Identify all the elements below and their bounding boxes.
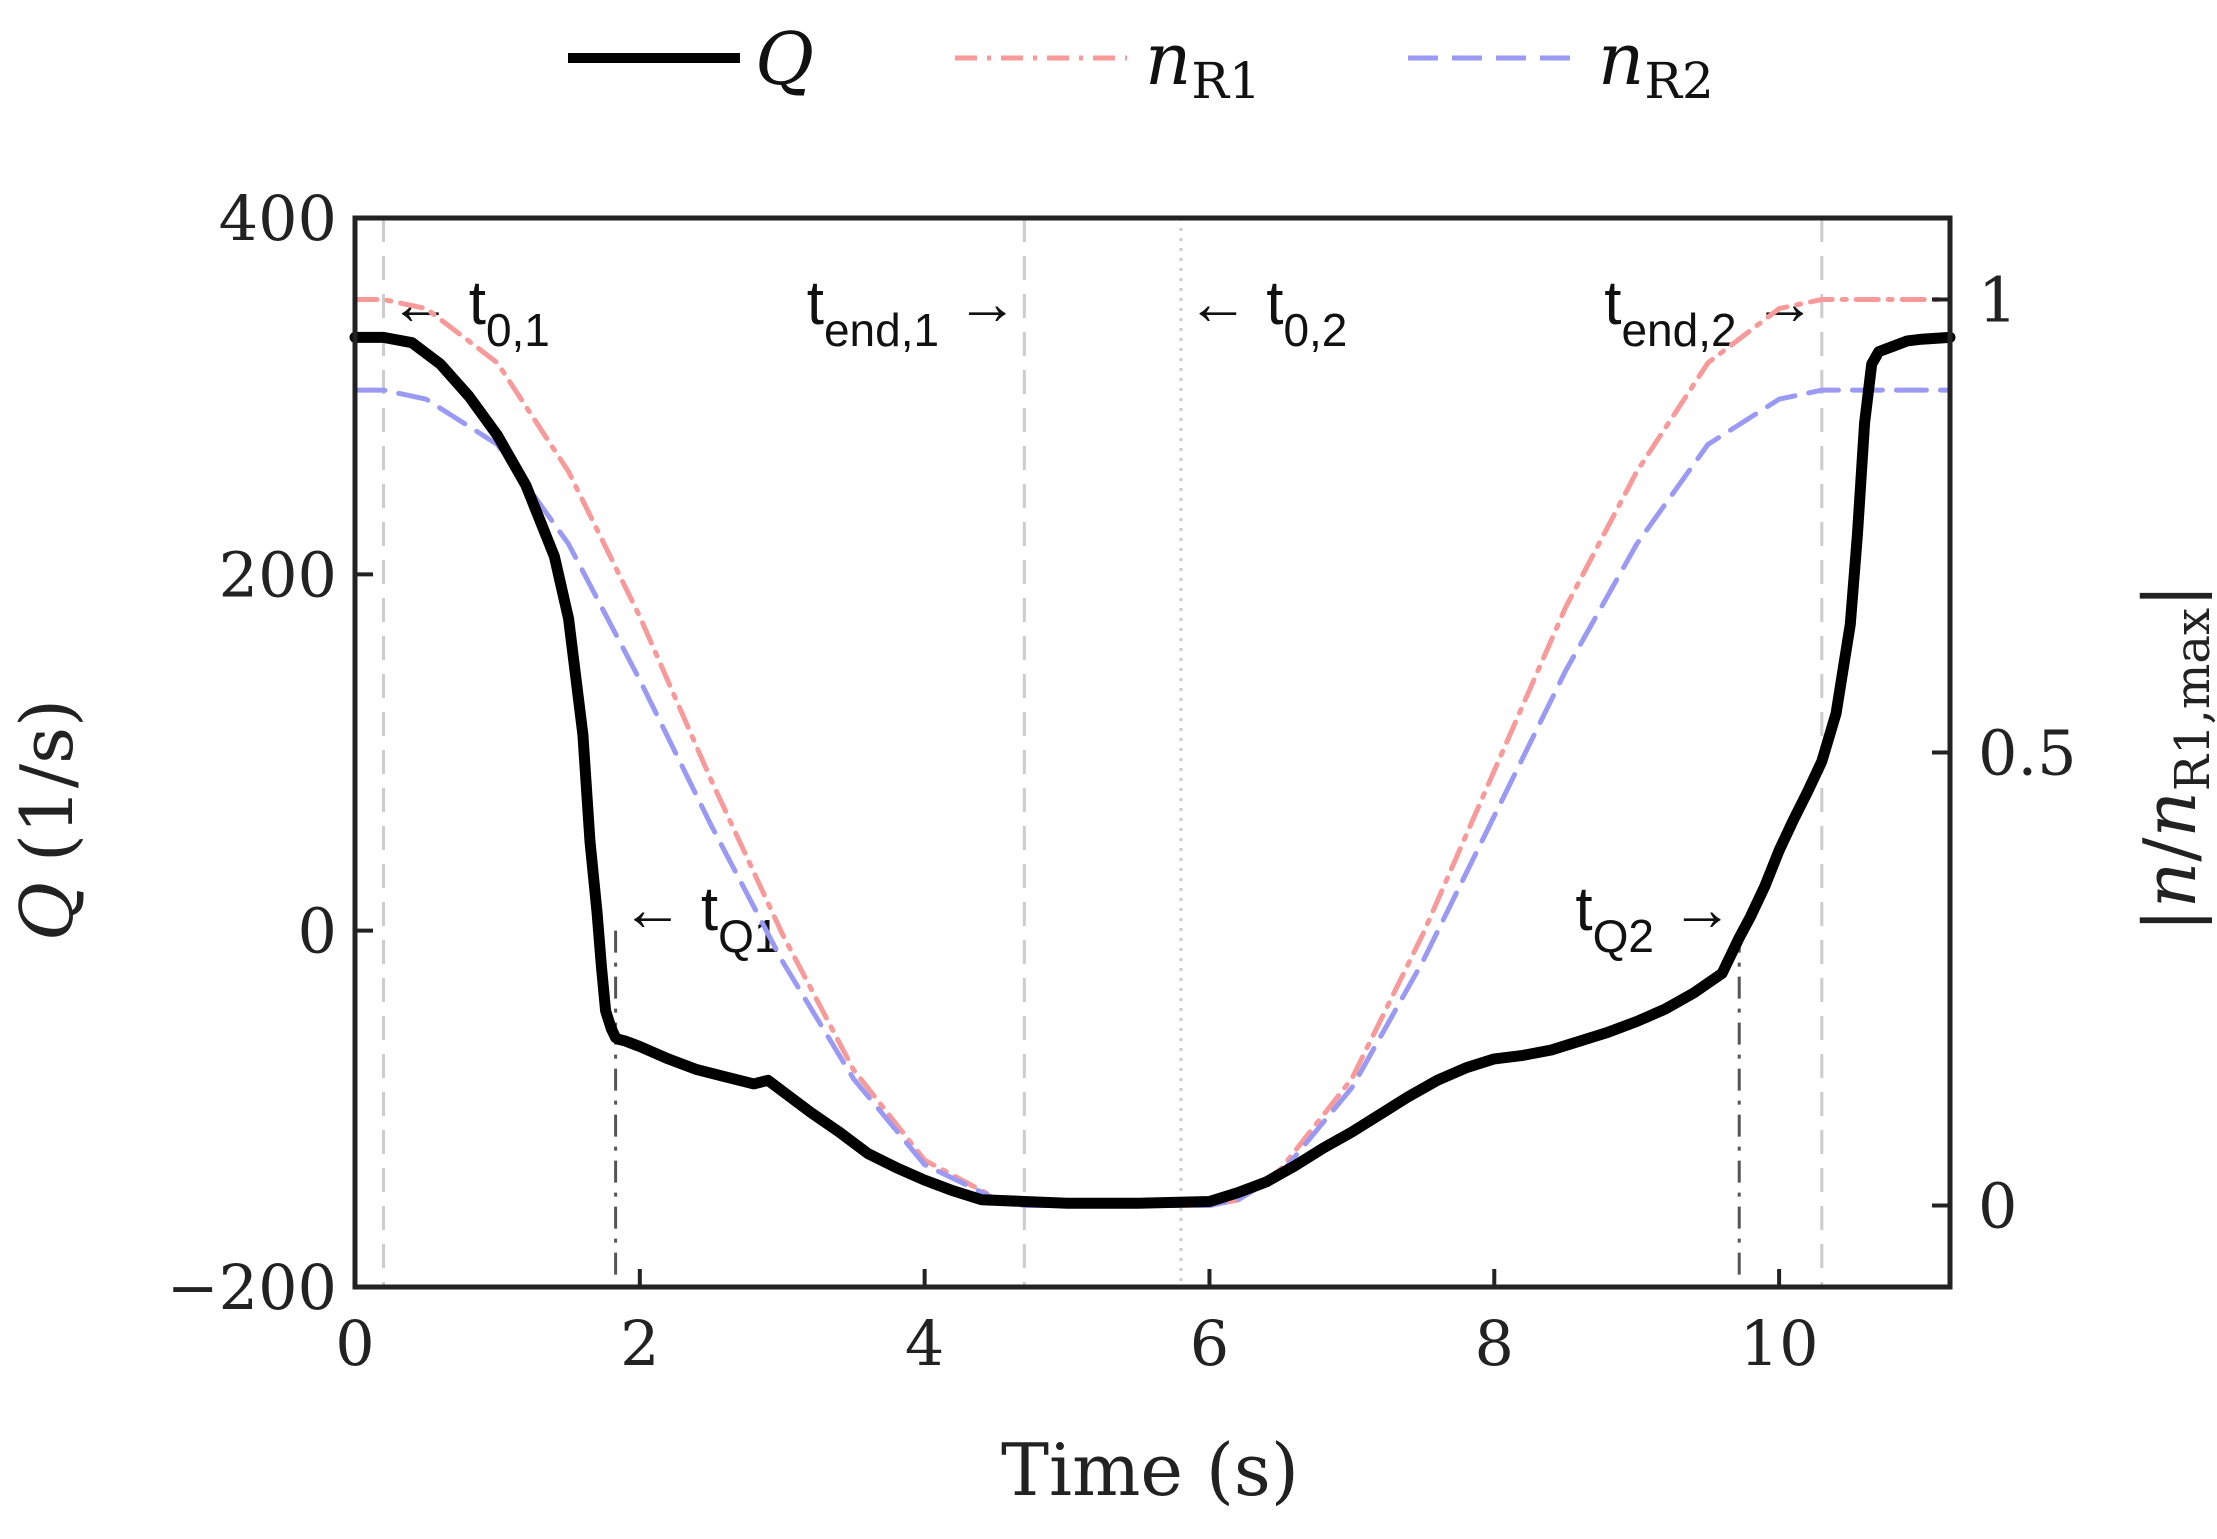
x-tick-label-5: 10 bbox=[1740, 1307, 1819, 1380]
marker-arrow-t02: ← bbox=[1187, 269, 1266, 338]
marker-t-tQ2: t bbox=[1575, 875, 1592, 944]
y2-axis-label-sub: R1,max bbox=[2165, 608, 2217, 791]
marker-label-tend1: tend,1 → bbox=[807, 269, 1019, 356]
marker-arrow-tQ1: ← bbox=[622, 875, 701, 944]
marker-t-t02: t bbox=[1266, 269, 1283, 338]
legend-label-nr1-main: n bbox=[1145, 17, 1191, 101]
series-nr1 bbox=[352, 297, 1953, 1208]
legend-label-nr1-sub: R1 bbox=[1191, 52, 1260, 110]
x-tick-label-4: 8 bbox=[1475, 1307, 1514, 1380]
marker-layer: ← t0,1 tend,1 → ← t0,2 tend,2 →← tQ1 tQ2 → bbox=[381, 218, 1824, 1287]
y-axis-label: Q (1/s) bbox=[5, 699, 89, 941]
y2-axis-label-n: n bbox=[2128, 862, 2212, 908]
legend-label-nr2-sub: R2 bbox=[1644, 52, 1713, 110]
y-axis-label-unit: (1/s) bbox=[5, 699, 89, 862]
legend: Q nR1 nR2 bbox=[568, 17, 1714, 110]
marker-sub-tend2: end,2 bbox=[1621, 304, 1736, 356]
marker-t-tend2: t bbox=[1604, 269, 1621, 338]
marker-sub-tend1: end,1 bbox=[824, 304, 939, 356]
marker-sub-tQ2: Q2 bbox=[1593, 910, 1654, 962]
marker-label-tend2: tend,2 → bbox=[1604, 269, 1816, 356]
x-axis-label: Time (s) bbox=[1001, 1428, 1299, 1512]
y2-tick-label-2: 1 bbox=[1978, 264, 2017, 337]
y2-tick-label-1: 0.5 bbox=[1978, 717, 2077, 790]
marker-arrow-tend2: → bbox=[1737, 269, 1816, 338]
series-layer bbox=[349, 297, 1956, 1209]
y2-axis-label: |n/nR1,max| bbox=[2128, 584, 2217, 933]
plot-frame bbox=[352, 215, 1953, 1290]
y-tick-label-2: 200 bbox=[219, 538, 337, 611]
x-tick-label-2: 4 bbox=[905, 1307, 944, 1380]
marker-t-t01: t bbox=[469, 269, 486, 338]
x-tick-label-3: 6 bbox=[1190, 1307, 1229, 1380]
legend-label-q: Q bbox=[755, 17, 814, 101]
marker-sub-t01: 0,1 bbox=[486, 304, 550, 356]
series-nr2 bbox=[352, 387, 1953, 1208]
y2-axis-label-prefix: | bbox=[2128, 908, 2212, 932]
y2-axis-label-slash: / bbox=[2128, 837, 2212, 862]
y2-axis-label-n2: n bbox=[2128, 791, 2212, 837]
y2-tick-label-0: 0 bbox=[1978, 1169, 2017, 1242]
marker-arrow-tend1: → bbox=[939, 269, 1018, 338]
x-tick-label-1: 2 bbox=[620, 1307, 659, 1380]
x-tick-label-0: 0 bbox=[335, 1307, 374, 1380]
series-q bbox=[349, 331, 1956, 1209]
marker-label-tQ1: ← tQ1 bbox=[622, 875, 780, 962]
marker-label-t02: ← t0,2 bbox=[1187, 269, 1347, 356]
y2-axis-label-suffix: | bbox=[2128, 584, 2212, 608]
marker-sub-t02: 0,2 bbox=[1283, 304, 1347, 356]
marker-t-tend1: t bbox=[807, 269, 824, 338]
y-axis-label-q: Q bbox=[5, 882, 89, 941]
legend-label-nr2-main: n bbox=[1598, 17, 1644, 101]
legend-label-nr2: nR2 bbox=[1598, 17, 1714, 110]
marker-label-tQ2: tQ2 → bbox=[1575, 875, 1733, 962]
y-tick-label-3: 400 bbox=[219, 182, 337, 255]
y-tick-label-0: −200 bbox=[167, 1251, 337, 1324]
legend-label-nr1: nR1 bbox=[1145, 17, 1261, 110]
marker-t-tQ1: t bbox=[701, 875, 718, 944]
y-tick-label-1: 0 bbox=[298, 895, 337, 968]
marker-arrow-tQ2: → bbox=[1654, 875, 1733, 944]
